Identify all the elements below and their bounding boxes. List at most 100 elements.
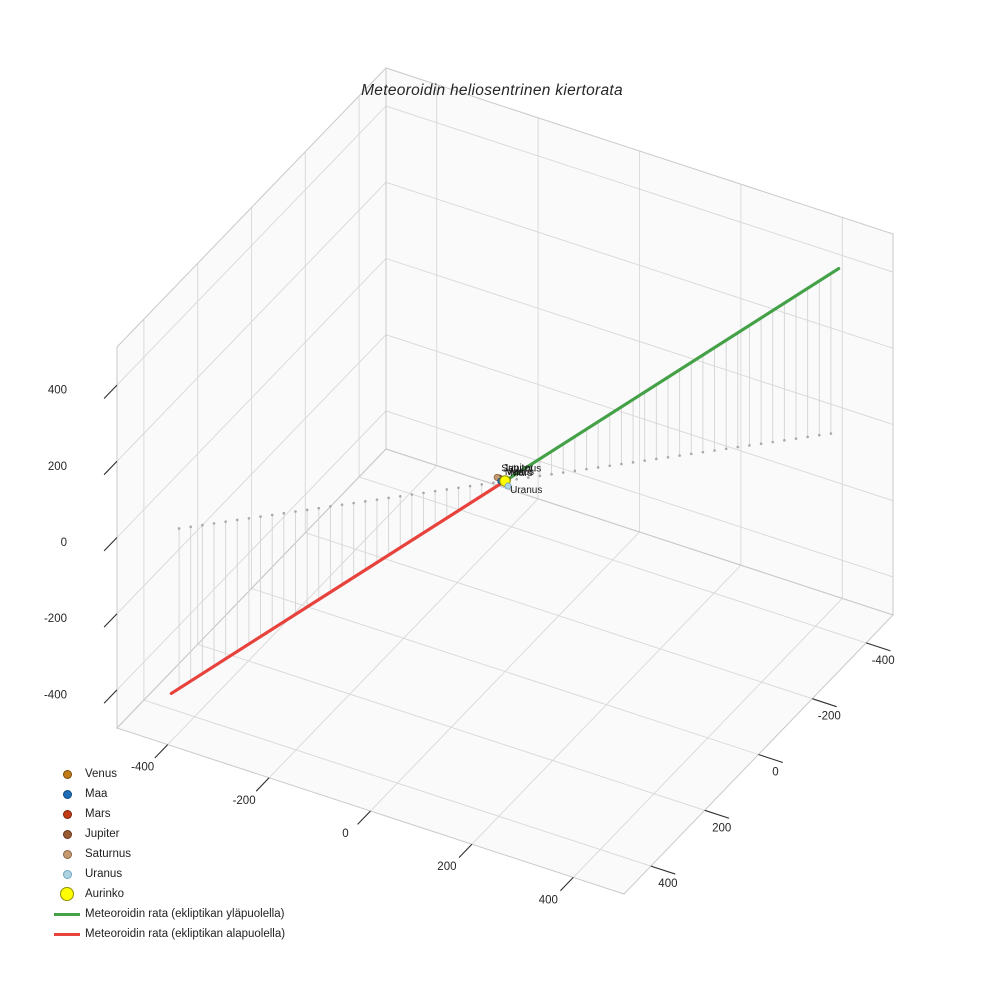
stem-dot (724, 447, 728, 451)
trajectory-above-line (503, 266, 841, 483)
z-tick-label: 0 (61, 537, 67, 549)
stem-dot (561, 471, 565, 474)
stem-dot (433, 489, 437, 493)
legend-item-orbit-above: Meteoroidin rata (ekliptikan yläpuolella… (52, 904, 285, 924)
stem-dot (259, 515, 262, 518)
x-tick-label: 200 (437, 861, 456, 873)
y-tick-label: -200 (818, 711, 841, 723)
x-tick (559, 877, 574, 892)
stem-dot (666, 455, 670, 459)
y-tick (704, 809, 730, 819)
stem-dot (235, 518, 239, 522)
stem-dot (247, 516, 251, 520)
legend-item-jupiter: Jupiter (52, 824, 285, 844)
stem-dot (457, 486, 460, 490)
stem-dot (317, 506, 321, 510)
maa-marker-icon (62, 789, 72, 799)
stem-dot (305, 508, 309, 512)
legend-label: Meteoroidin rata (ekliptikan alapuolella… (85, 928, 286, 940)
stem-dot (643, 459, 646, 462)
y-tick (758, 753, 784, 763)
stem-dot (817, 433, 821, 437)
sun-marker-icon (60, 887, 74, 901)
x-tick-label: 0 (342, 828, 348, 840)
jupiter-marker-icon (62, 829, 72, 839)
grid-line (268, 498, 539, 779)
z-tick (103, 613, 118, 628)
x-tick-label: -400 (131, 762, 154, 774)
stem-dot (829, 432, 833, 435)
z-tick (103, 384, 118, 399)
stem-dot (398, 494, 402, 498)
stem-dot (480, 483, 484, 486)
legend-item-orbit-below: Meteoroidin rata (ekliptikan alapuolella… (52, 924, 285, 944)
stem-dot (329, 505, 332, 508)
y-tick-label: 0 (772, 767, 778, 779)
y-tick (812, 698, 837, 708)
grid-line (572, 598, 843, 878)
planet-label-saturnus: Saturnus (501, 463, 541, 474)
stem-dot (806, 435, 809, 439)
stem-dot (177, 527, 181, 530)
stem-dot (631, 461, 635, 464)
stem-dot (748, 444, 751, 447)
stem-dot (573, 469, 577, 473)
stem-dot (689, 452, 693, 456)
chart-title: Meteoroidin heliosentrinen kiertorata (361, 82, 623, 99)
y-tick (650, 865, 676, 875)
grid-line (471, 564, 742, 845)
stem-dot (526, 476, 530, 479)
stem-dot (340, 503, 344, 507)
stem-dot (701, 450, 705, 454)
stem-dot (596, 466, 600, 469)
stem-dot (736, 445, 740, 449)
stem-dot (445, 488, 449, 491)
venus-marker-icon (62, 769, 72, 779)
stem-dot (515, 478, 518, 481)
planet-label-uranus: Uranus (510, 485, 542, 496)
mars-marker-icon (62, 809, 72, 819)
stem-dot (201, 523, 204, 527)
stem-dot (759, 442, 763, 446)
stem-dot (585, 467, 588, 471)
z-tick (103, 689, 118, 704)
y-tick-label: -400 (872, 655, 895, 667)
stem-dot (550, 472, 553, 476)
stem-dot (655, 457, 658, 461)
legend-label: Mars (85, 808, 111, 820)
stem-dot (282, 511, 286, 515)
stem-dot (608, 464, 612, 468)
stem-dot (492, 481, 495, 484)
red-line-icon (54, 932, 80, 936)
legend-item-mars: Mars (52, 804, 285, 824)
legend-label: Saturnus (85, 848, 132, 860)
stem-dot (794, 437, 798, 440)
stem-dot (713, 449, 716, 452)
grid-line (370, 531, 640, 812)
saturnus-marker-icon (62, 849, 72, 859)
legend-label: Aurinko (85, 888, 124, 900)
stem-dot (468, 484, 472, 488)
stem-dot (352, 501, 355, 505)
x-tick (154, 744, 169, 759)
planet-label-venus: Venus (506, 467, 534, 478)
legend-label: Jupiter (85, 828, 120, 840)
z-tick-label: -200 (44, 613, 67, 625)
z-tick-label: 200 (48, 461, 67, 473)
legend: Venus Maa Mars Jupiter Saturnus Uranus A… (52, 764, 285, 944)
stem-dot (387, 496, 390, 500)
z-tick (103, 460, 118, 476)
stem-dot (678, 454, 681, 457)
stem-dot (410, 493, 414, 496)
stem-dot (538, 474, 542, 478)
x-tick (357, 810, 371, 825)
z-tick-label: 400 (48, 385, 67, 397)
legend-label: Uranus (85, 868, 123, 880)
stem-dot (212, 522, 216, 525)
y-tick (865, 642, 891, 652)
stem-dot (270, 513, 274, 517)
stem-dot (771, 440, 775, 444)
stem-dot (224, 520, 227, 523)
